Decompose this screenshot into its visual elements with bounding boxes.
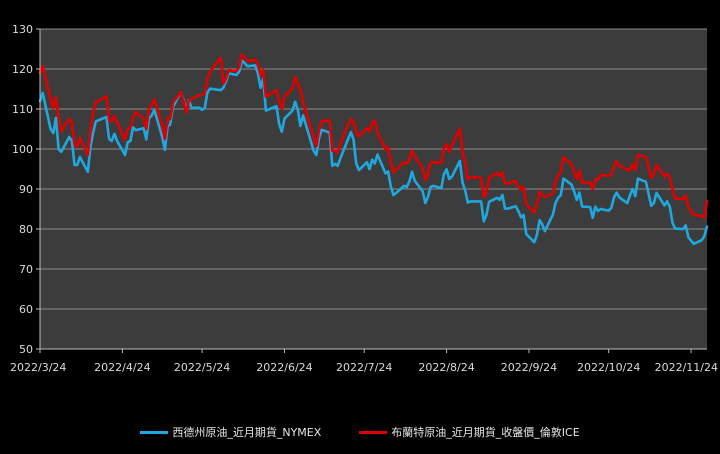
x-tick-label: 2022/9/24: [501, 361, 557, 374]
legend-swatch-wti: [140, 430, 169, 434]
x-tick-label: 2022/3/24: [10, 361, 66, 374]
x-tick-label: 2022/5/24: [174, 361, 230, 374]
y-tick-label: 80: [19, 223, 33, 236]
y-tick-label: 100: [12, 143, 33, 156]
y-tick-label: 50: [19, 343, 33, 356]
gridlines: [40, 28, 707, 310]
y-tick-label: 120: [12, 63, 33, 76]
x-tick-label: 2022/6/24: [256, 361, 312, 374]
legend-item-wti: 西德州原油_近月期貨_NYMEX: [140, 424, 321, 440]
series-line-wti: [38, 59, 709, 246]
x-tick-label: 2022/11/24: [655, 361, 718, 374]
legend: 西德州原油_近月期貨_NYMEX 布蘭特原油_近月期貨_收盤價_倫敦ICE: [0, 420, 720, 444]
y-tick-label: 70: [19, 263, 33, 276]
x-tick-label: 2022/4/24: [94, 361, 150, 374]
x-tick-label: 2022/10/24: [577, 361, 640, 374]
y-tick-label: 130: [12, 23, 33, 36]
series-lines: [38, 53, 709, 246]
y-tick-label: 90: [19, 183, 33, 196]
y-tick-label: 110: [12, 103, 33, 116]
y-tick-label: 60: [19, 303, 33, 316]
x-tick-label: 2022/8/24: [418, 361, 474, 374]
legend-swatch-brent: [359, 430, 388, 434]
y-axis-ticks: 50 60 70 80 90 100 110 120 130: [12, 23, 40, 356]
legend-label-brent: 布蘭特原油_近月期貨_收盤價_倫敦ICE: [391, 426, 580, 439]
x-tick-label: 2022/7/24: [336, 361, 392, 374]
x-axis-ticks: 2022/3/24 2022/4/24 2022/5/24 2022/6/24 2022…: [10, 349, 718, 374]
legend-label-wti: 西德州原油_近月期貨_NYMEX: [172, 426, 322, 439]
series-line-brent: [38, 53, 709, 219]
legend-item-brent: 布蘭特原油_近月期貨_收盤價_倫敦ICE: [359, 424, 580, 440]
